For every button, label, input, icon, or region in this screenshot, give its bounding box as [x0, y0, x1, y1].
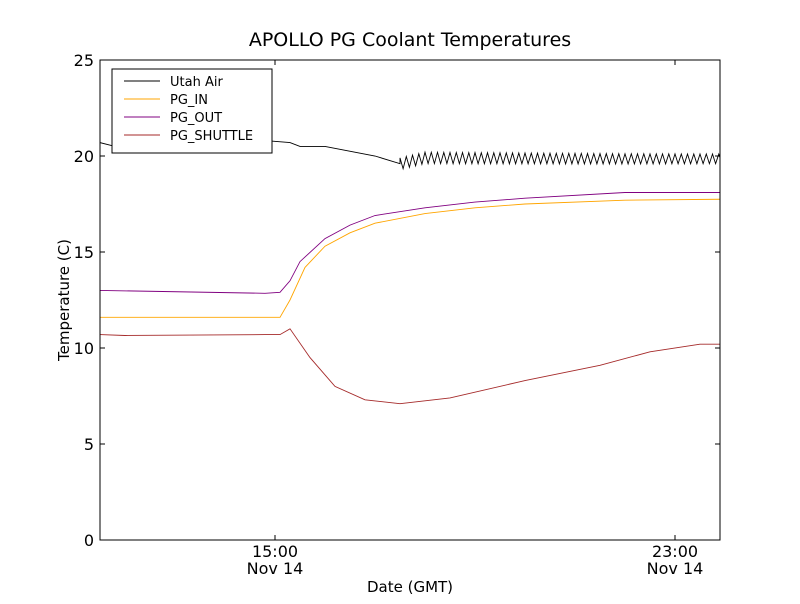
y-tick-label: 15 — [74, 243, 94, 262]
x-axis-label: Date (GMT) — [367, 578, 453, 596]
x-tick-label-time: 23:00 — [652, 542, 698, 561]
legend-label: PG_OUT — [170, 111, 222, 126]
x-tick-label-date: Nov 14 — [247, 559, 304, 578]
x-tick-label-time: 15:00 — [252, 542, 298, 561]
plot-frame — [99, 59, 721, 541]
y-tick-label: 5 — [84, 435, 94, 454]
y-tick-label: 25 — [74, 51, 94, 70]
y-tick-label: 20 — [74, 147, 94, 166]
y-tick-label: 10 — [74, 339, 94, 358]
legend-label: PG_SHUTTLE — [170, 129, 253, 144]
x-tick-label-date: Nov 14 — [647, 559, 704, 578]
legend: Utah Air PG_IN PG_OUT PG_SHUTTLE — [111, 68, 273, 154]
legend-box — [111, 68, 273, 154]
series-line-pg-in — [100, 198, 720, 318]
series-layer — [100, 138, 720, 405]
legend-label: PG_IN — [170, 93, 208, 108]
series-line-pg-out — [100, 192, 720, 294]
y-axis-label: Temperature (C) — [55, 239, 73, 362]
legend-label: Utah Air — [170, 75, 223, 90]
chart-title: APOLLO PG Coolant Temperatures — [249, 29, 571, 51]
series-line-pg-shuttle — [100, 328, 720, 405]
series-line-utah-air — [100, 138, 720, 171]
y-tick-label: 0 — [84, 531, 94, 550]
